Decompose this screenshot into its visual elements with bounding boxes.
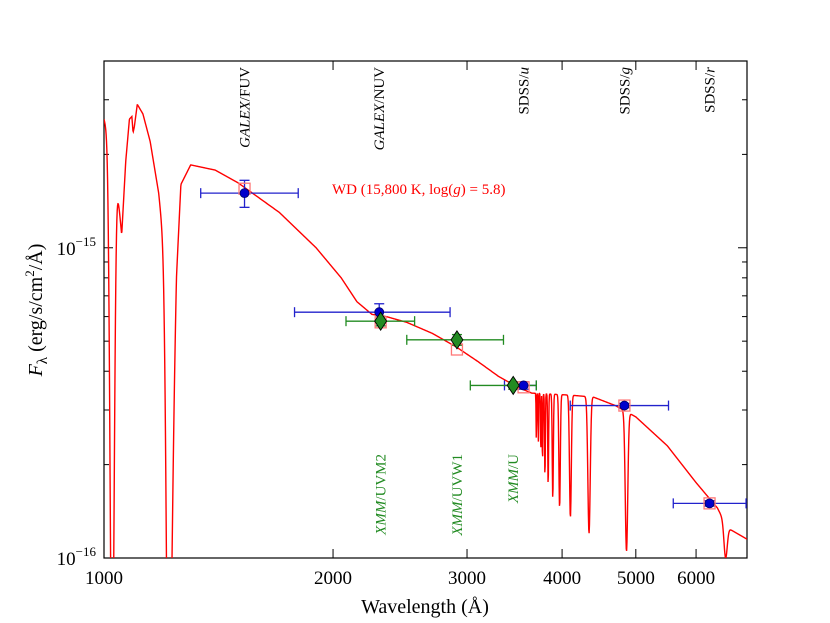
filter-labels: GALEX/FUV GALEX/NUV SDSS/u SDSS/g SDSS/r XMM/…: [238, 67, 719, 537]
x-tick-label: 5000: [617, 568, 655, 589]
observed-point-circle: [704, 498, 715, 509]
observed-point-circle: [619, 400, 630, 411]
x-tick-label: 2000: [314, 568, 352, 589]
y-tick-label: 10−15: [57, 234, 96, 260]
xmm-point-diamond: [374, 311, 388, 331]
filter-label-top: GALEX/FUV: [238, 67, 254, 148]
filter-label-bottom: XMM/UVW1: [450, 454, 466, 537]
model-photometry-square: [703, 497, 716, 510]
filter-label-top: SDSS/g: [617, 67, 633, 115]
filter-label-top: GALEX/NUV: [372, 67, 388, 151]
model-spectrum-line: [104, 104, 747, 558]
x-tick-label: 4000: [543, 568, 581, 589]
x-tick-label: 3000: [448, 568, 486, 589]
xmm-point-diamond: [450, 330, 464, 350]
y-tick-label: 10−16: [57, 544, 97, 570]
filter-label-top: SDSS/r: [703, 67, 719, 113]
data-markers: [238, 182, 716, 510]
model-photometry-square: [618, 399, 631, 412]
plot-area: [103, 60, 748, 559]
filter-label-bottom: XMM/UVM2: [374, 454, 390, 536]
x-axis-title: Wavelength (Å): [361, 596, 489, 618]
observed-point-circle: [518, 380, 529, 391]
model-label: WD (15,800 K, log(g) = 5.8): [332, 182, 505, 198]
xmm-point-diamond: [506, 375, 520, 396]
y-axis-title: Fλ (erg/s/cm2/Å): [22, 244, 51, 378]
observed-point-circle: [239, 188, 250, 199]
plot-content: [104, 104, 747, 558]
x-tick-label: 1000: [85, 568, 123, 589]
x-tick-label: 6000: [677, 568, 715, 589]
filter-label-bottom: XMM/U: [506, 454, 522, 504]
axis-ticks: 1000 2000 3000 4000 5000 6000 10−16 10−15: [57, 60, 748, 589]
filter-label-top: SDSS/u: [517, 67, 533, 115]
